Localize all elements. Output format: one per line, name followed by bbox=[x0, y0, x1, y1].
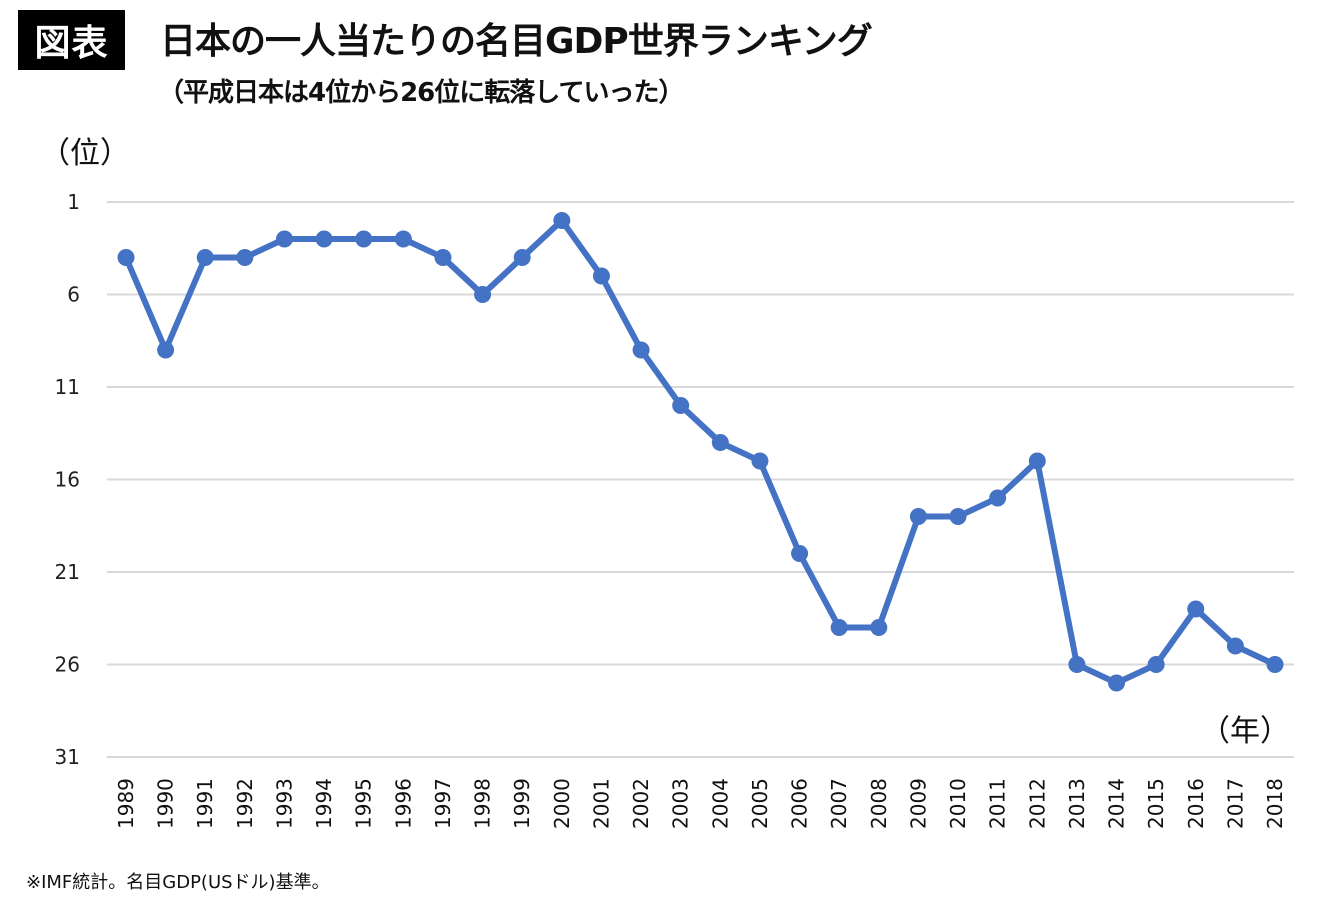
x-tick-label: 1999 bbox=[510, 778, 534, 829]
data-point bbox=[117, 249, 135, 266]
data-point bbox=[196, 249, 214, 266]
chart-title: 日本の一人当たりの名目GDP世界ランキング bbox=[160, 21, 873, 62]
data-point bbox=[315, 230, 333, 248]
x-tick-label: 2001 bbox=[589, 778, 613, 829]
data-point bbox=[791, 545, 809, 562]
x-tick-label: 2016 bbox=[1184, 778, 1208, 829]
x-tick-label: 2013 bbox=[1065, 778, 1089, 829]
data-point bbox=[157, 341, 175, 359]
data-point bbox=[949, 508, 967, 525]
data-point bbox=[434, 249, 452, 266]
gridlines bbox=[107, 201, 1294, 758]
x-tick-label: 2004 bbox=[708, 778, 732, 829]
data-point bbox=[632, 341, 650, 359]
y-tick-label: 31 bbox=[55, 745, 80, 769]
data-point bbox=[830, 619, 848, 636]
x-tick-label: 2003 bbox=[669, 778, 693, 829]
y-tick-label: 26 bbox=[55, 653, 80, 677]
figure-badge: 図表 bbox=[18, 10, 125, 70]
x-tick-label: 2002 bbox=[629, 778, 653, 829]
x-axis-ticks: 1989 1990 1991 1992 1993 1994 1995 1996 1997 1998… bbox=[114, 778, 1287, 829]
x-tick-label: 1990 bbox=[154, 778, 178, 829]
data-point bbox=[236, 249, 254, 266]
x-tick-label: 1992 bbox=[233, 778, 257, 829]
y-tick-label: 21 bbox=[55, 560, 80, 584]
x-tick-label: 1996 bbox=[391, 778, 415, 829]
data-point bbox=[989, 489, 1007, 507]
data-point bbox=[275, 230, 293, 248]
data-point bbox=[355, 230, 373, 248]
x-tick-label: 2007 bbox=[827, 778, 851, 829]
x-tick-label: 1989 bbox=[114, 778, 138, 829]
x-tick-label: 2011 bbox=[986, 778, 1010, 829]
x-tick-label: 1995 bbox=[352, 778, 376, 829]
chart-subtitle: （平成日本は4位から26位に転落していった） bbox=[158, 78, 684, 108]
y-tick-label: 6 bbox=[67, 283, 80, 307]
x-tick-label: 2017 bbox=[1223, 778, 1247, 829]
data-point bbox=[513, 249, 531, 266]
y-tick-label: 11 bbox=[55, 375, 80, 399]
x-tick-label: 2000 bbox=[550, 778, 574, 829]
x-tick-label: 2006 bbox=[788, 778, 812, 829]
x-tick-label: 2012 bbox=[1025, 778, 1049, 829]
x-tick-label: 2018 bbox=[1263, 778, 1287, 829]
x-tick-label: 1994 bbox=[312, 778, 336, 829]
data-point bbox=[751, 452, 769, 470]
x-tick-label: 2015 bbox=[1144, 778, 1168, 829]
data-point bbox=[1226, 637, 1244, 655]
data-point bbox=[592, 267, 610, 285]
x-tick-label: 1993 bbox=[272, 778, 296, 829]
x-axis-unit-label: （年） bbox=[1200, 714, 1290, 749]
data-point bbox=[672, 397, 690, 414]
data-points bbox=[117, 212, 1284, 692]
x-tick-label: 2008 bbox=[867, 778, 891, 829]
x-tick-label: 2009 bbox=[906, 778, 930, 829]
data-point bbox=[870, 619, 888, 636]
x-tick-label: 1998 bbox=[471, 778, 495, 829]
data-point bbox=[474, 286, 492, 303]
data-point bbox=[1028, 452, 1046, 470]
data-point bbox=[1068, 656, 1086, 673]
x-tick-label: 2010 bbox=[946, 778, 970, 829]
y-tick-label: 16 bbox=[55, 468, 80, 492]
x-tick-label: 2014 bbox=[1105, 778, 1129, 829]
data-point bbox=[394, 230, 412, 248]
data-point bbox=[1108, 674, 1126, 692]
y-tick-label: 1 bbox=[67, 190, 80, 214]
data-point bbox=[909, 508, 927, 525]
data-point bbox=[1187, 600, 1205, 618]
x-tick-label: 1991 bbox=[193, 778, 217, 829]
data-point bbox=[1266, 656, 1284, 673]
data-point bbox=[711, 434, 729, 451]
y-axis-unit-label: （位） bbox=[40, 136, 130, 171]
data-point bbox=[553, 212, 571, 229]
data-point bbox=[1147, 656, 1165, 673]
series-line bbox=[123, 217, 1277, 686]
x-tick-label: 1997 bbox=[431, 778, 455, 829]
footnote: ※IMF統計。名目GDP(USドル)基準。 bbox=[26, 872, 330, 893]
x-tick-label: 2005 bbox=[748, 778, 772, 829]
